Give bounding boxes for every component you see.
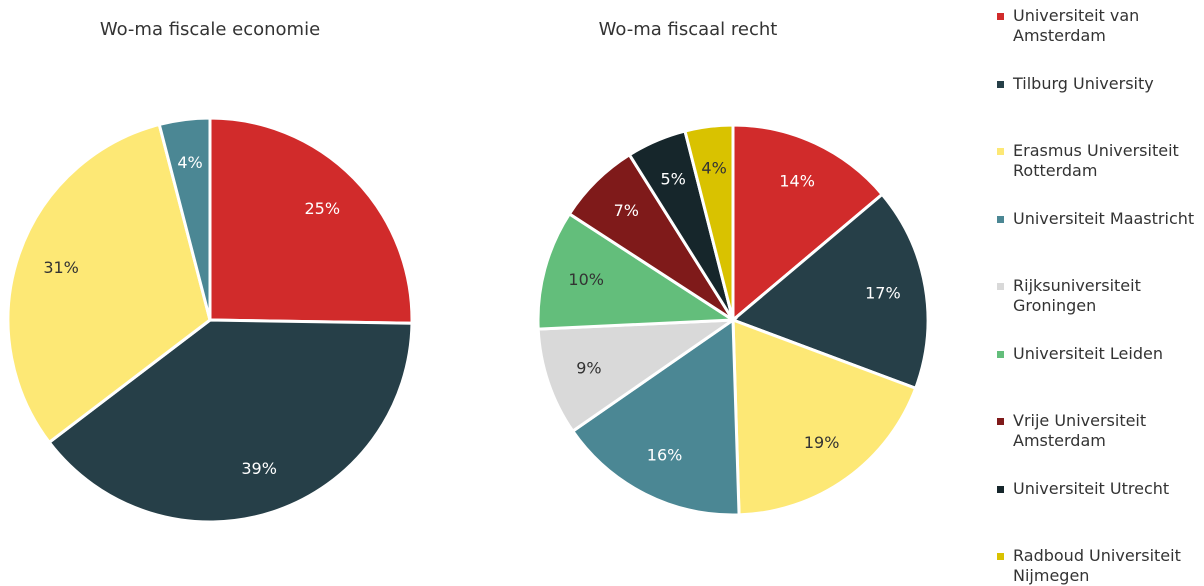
legend-label: Vrije Universiteit Amsterdam xyxy=(1013,411,1147,450)
legend-item: Radboud Universiteit Nijmegen xyxy=(995,546,1200,586)
legend-swatch xyxy=(997,148,1004,155)
legend-label: Rijksuniversiteit Groningen xyxy=(1013,276,1141,315)
chart-title: Wo-ma fiscale economie xyxy=(100,19,320,40)
data-label: 39% xyxy=(241,459,277,478)
data-label: 19% xyxy=(804,433,840,452)
legend-item: Universiteit Utrecht xyxy=(995,479,1200,499)
pie-slice xyxy=(570,317,741,517)
legend-label: Universiteit Utrecht xyxy=(1013,478,1170,498)
legend-label: Universiteit Leiden xyxy=(1013,343,1163,363)
legend-item: Universiteit van Amsterdam xyxy=(995,6,1200,46)
legend-label: Universiteit Maastricht xyxy=(1013,208,1195,228)
legend-swatch xyxy=(997,80,1004,88)
data-label: 10% xyxy=(568,270,604,289)
legend-item: Universiteit Leiden xyxy=(995,344,1200,364)
pie-slice xyxy=(536,318,739,434)
legend-swatch xyxy=(997,350,1004,358)
pie-slice xyxy=(730,192,930,391)
legend-label: Tilburg University xyxy=(1013,73,1154,93)
pie-slice xyxy=(157,116,212,321)
pie-slice xyxy=(6,122,212,445)
pie-slice xyxy=(208,116,414,325)
chart-title: Wo-ma fiscaal recht xyxy=(599,19,778,40)
legend-item: Tilburg University xyxy=(995,74,1200,94)
data-label: 5% xyxy=(660,170,685,189)
legend-swatch xyxy=(997,283,1004,290)
legend-swatch xyxy=(997,215,1004,223)
legend-swatch xyxy=(997,553,1004,560)
pie-slice xyxy=(731,317,918,517)
data-label: 7% xyxy=(614,201,639,220)
pie-slice xyxy=(731,123,885,324)
pie-slice xyxy=(47,318,414,524)
charts: Wo-ma fiscale economie 25% 39% 31% 4% Wo-ma f… xyxy=(6,19,930,524)
legend-swatch xyxy=(997,418,1004,425)
data-label: 25% xyxy=(305,199,341,218)
legend-label: Erasmus Universiteit Rotterdam xyxy=(1013,141,1179,180)
data-label: 17% xyxy=(865,284,901,303)
data-label: 14% xyxy=(779,172,815,191)
data-label: 31% xyxy=(43,258,79,277)
data-label: 16% xyxy=(647,445,683,464)
legend-item: Vrije Universiteit Amsterdam xyxy=(995,411,1200,451)
legend-label: Universiteit van Amsterdam xyxy=(1013,6,1140,45)
data-label: 4% xyxy=(701,159,726,178)
data-label: 4% xyxy=(177,153,202,172)
legend-item: Erasmus Universiteit Rotterdam xyxy=(995,141,1200,181)
pie-slice xyxy=(536,211,738,331)
data-label: 9% xyxy=(576,358,601,377)
legend-swatch xyxy=(997,13,1004,20)
pie-slice xyxy=(683,123,735,321)
legend-swatch xyxy=(997,485,1004,493)
legend-item: Rijksuniversiteit Groningen xyxy=(995,276,1200,316)
legend-label: Radboud Universiteit Nijmegen xyxy=(1013,546,1181,585)
legend-item: Universiteit Maastricht xyxy=(995,209,1200,229)
